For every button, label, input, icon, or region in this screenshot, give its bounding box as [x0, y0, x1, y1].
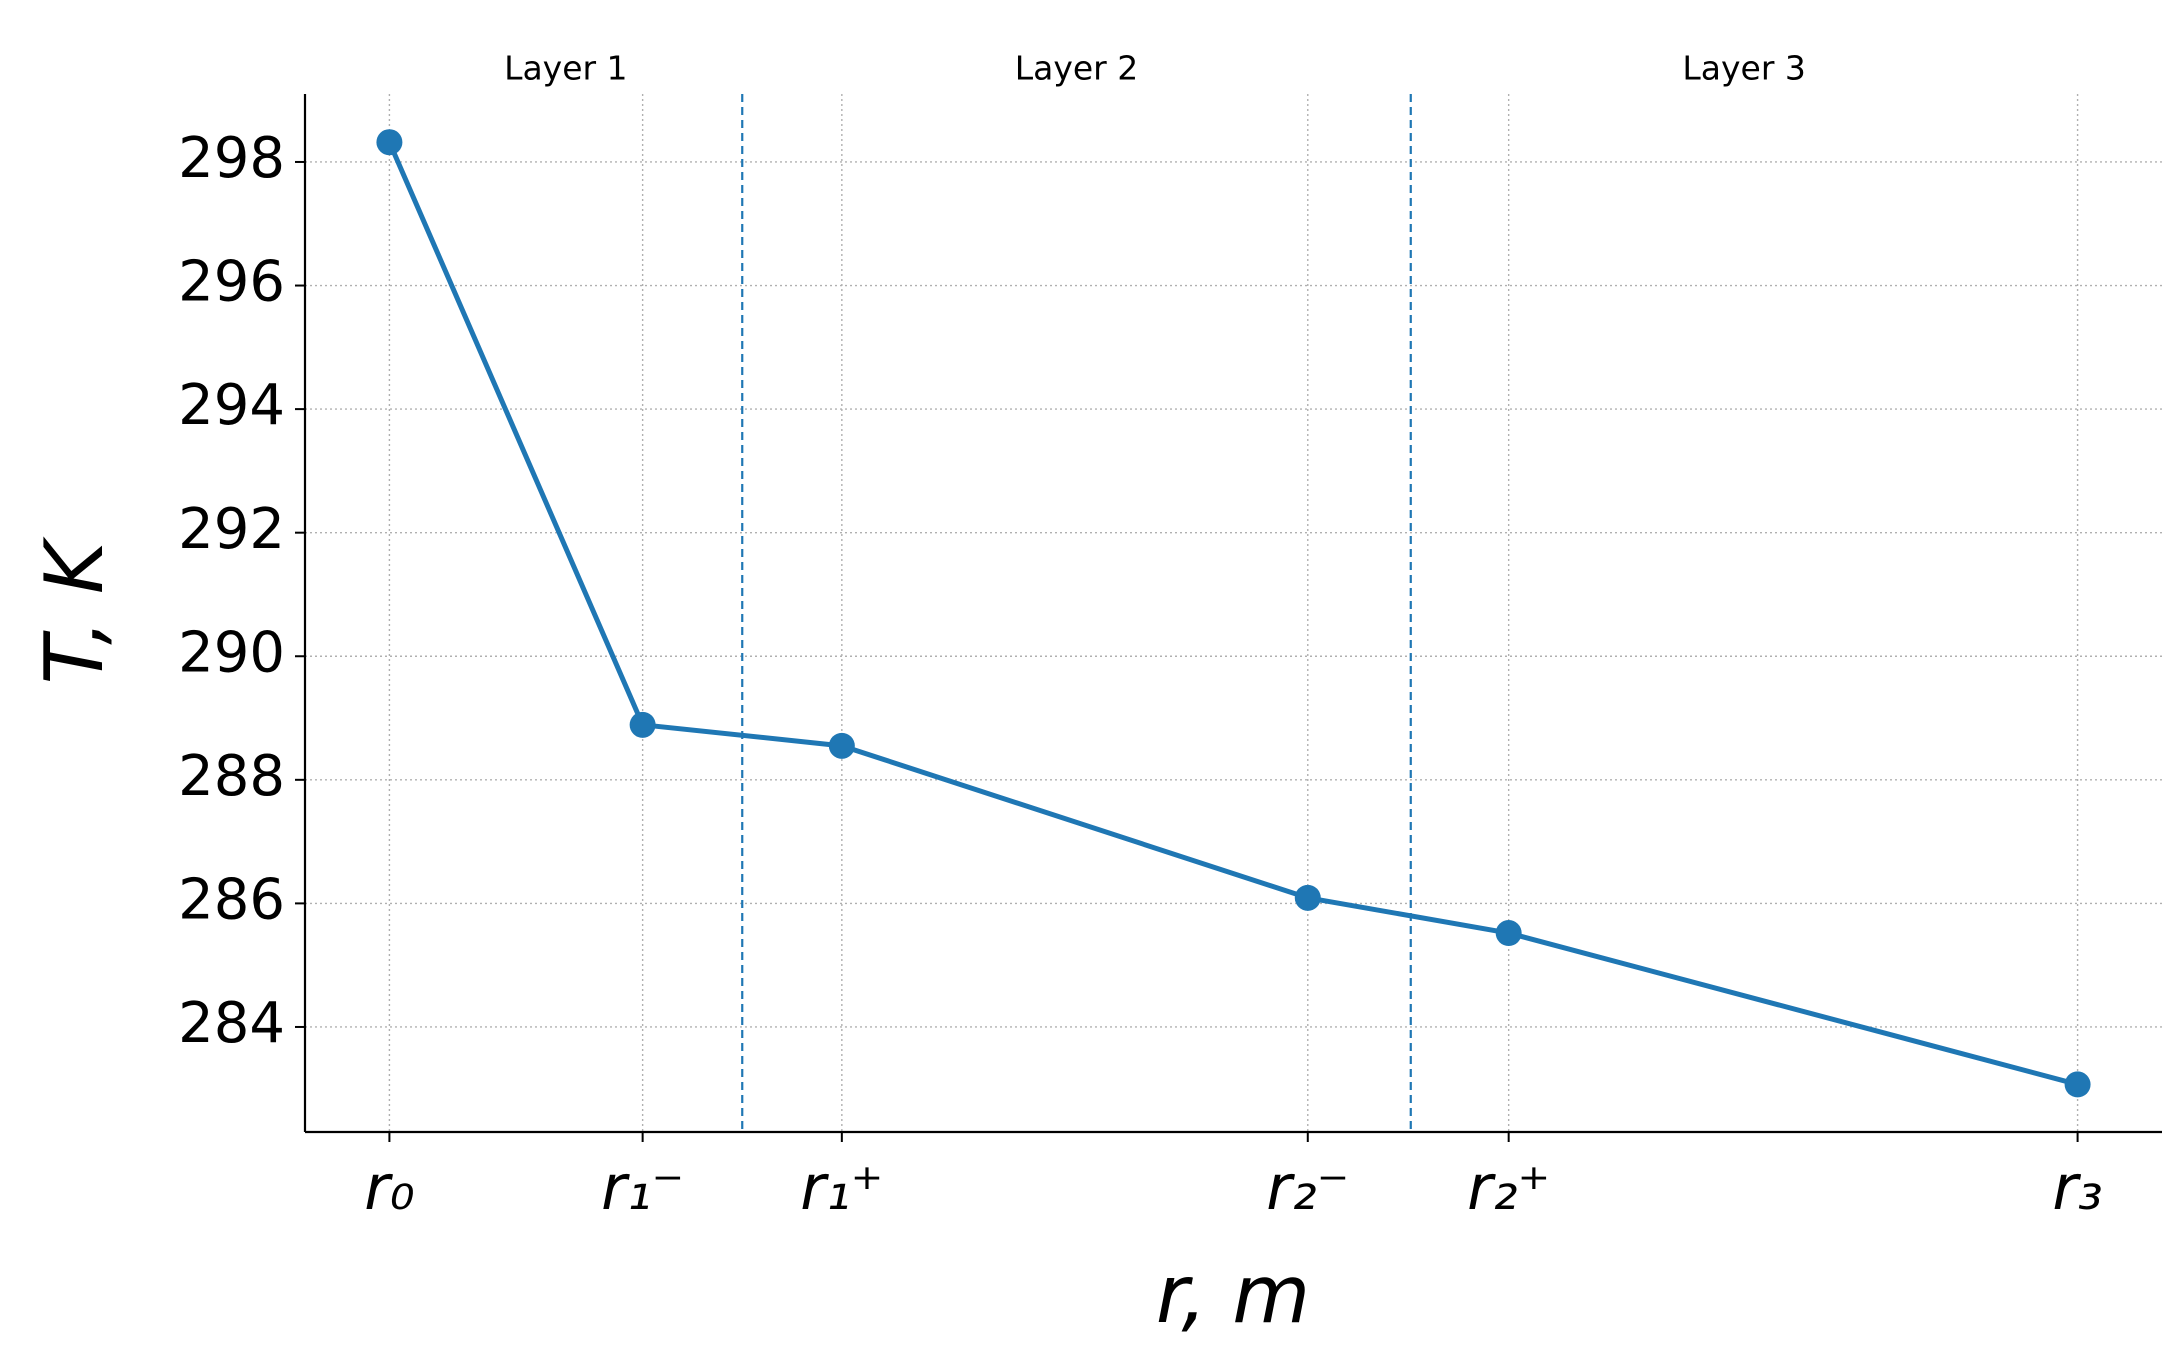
- y-tick-label: 294: [178, 373, 285, 438]
- line: [387, 141, 2079, 1087]
- y-tick-label: 290: [178, 620, 285, 685]
- layer-label: Layer 2: [1015, 49, 1139, 88]
- point: [376, 129, 403, 156]
- x-tick-label: r₂⁺: [1467, 1151, 1550, 1224]
- x-tick-label: r₂⁻: [1266, 1151, 1349, 1224]
- point: [828, 732, 855, 759]
- x-tick-label: r₁⁺: [800, 1151, 883, 1224]
- point: [629, 711, 656, 738]
- point: [1294, 884, 1321, 911]
- y-tick-label: 292: [178, 497, 285, 562]
- y-axis-label: T, K: [28, 536, 121, 684]
- layer-label: Layer 1: [504, 49, 628, 88]
- x-tick-label: r₀: [364, 1151, 414, 1224]
- y-tick-label: 288: [178, 744, 285, 809]
- x-tick-label: r₃: [2052, 1151, 2102, 1224]
- point: [1495, 920, 1522, 947]
- point: [2064, 1071, 2091, 1098]
- y-tick-label: 296: [178, 250, 285, 315]
- x-axis-label: r, m: [1156, 1248, 1310, 1341]
- x-tick-label: r₁⁻: [601, 1151, 684, 1224]
- y-tick-label: 286: [178, 868, 285, 933]
- y-tick-label: 298: [178, 126, 285, 191]
- y-tick-label: 284: [178, 991, 285, 1056]
- layer-label: Layer 3: [1682, 49, 1806, 88]
